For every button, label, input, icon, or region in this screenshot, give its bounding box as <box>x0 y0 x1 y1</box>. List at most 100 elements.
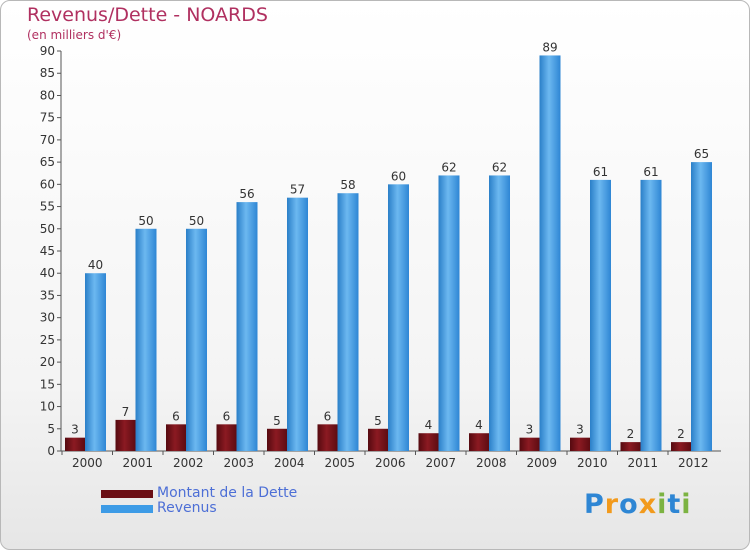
x-tick-label: 2007 <box>425 456 456 470</box>
y-tick-label: 5 <box>47 422 55 436</box>
y-tick-label: 15 <box>40 377 55 391</box>
y-tick-label: 80 <box>40 88 55 102</box>
data-label-dette: 2 <box>677 427 685 441</box>
y-tick-label: 30 <box>40 311 55 325</box>
bar-dette <box>519 437 540 451</box>
data-label-dette: 5 <box>273 414 281 428</box>
bar-dette <box>115 419 136 451</box>
data-label-revenus: 50 <box>189 214 204 228</box>
x-tick-label: 2005 <box>324 456 355 470</box>
y-tick-label: 35 <box>40 288 55 302</box>
y-tick-label: 0 <box>47 444 55 458</box>
x-tick-label: 2011 <box>627 456 658 470</box>
x-tick-label: 2012 <box>678 456 709 470</box>
data-label-dette: 4 <box>425 418 433 432</box>
x-tick-label: 2003 <box>223 456 254 470</box>
data-label-revenus: 61 <box>643 165 658 179</box>
logo-letter: x <box>638 489 658 520</box>
bar-revenus <box>236 202 258 451</box>
data-label-dette: 6 <box>324 409 332 423</box>
data-label-revenus: 57 <box>290 183 305 197</box>
chart-title: Revenus/Dette - NOARDS <box>27 4 268 26</box>
bar-dette <box>418 433 439 451</box>
bar-revenus <box>186 228 207 451</box>
bar-revenus <box>135 228 157 451</box>
logo-letter: t <box>667 489 682 520</box>
bar-dette <box>671 442 691 451</box>
x-tick-label: 2001 <box>122 456 153 470</box>
bar-revenus <box>388 184 409 452</box>
x-tick-label: 2000 <box>72 456 103 470</box>
y-tick-label: 10 <box>40 400 55 414</box>
legend-label-dette: Montant de la Dette <box>157 485 298 501</box>
bar-revenus <box>438 175 460 451</box>
data-label-dette: 2 <box>627 427 635 441</box>
bar-revenus <box>85 273 106 451</box>
bar-dette <box>620 442 641 451</box>
data-label-dette: 6 <box>223 409 231 423</box>
bar-dette <box>267 428 287 451</box>
y-tick-label: 70 <box>40 133 55 147</box>
data-label-revenus: 65 <box>694 147 709 161</box>
data-label-revenus: 50 <box>138 214 153 228</box>
y-tick-label: 40 <box>40 266 55 280</box>
data-label-revenus: 56 <box>239 187 254 201</box>
x-tick-label: 2008 <box>476 456 507 470</box>
legend-swatch-dette <box>101 490 153 498</box>
proxiti-logo: Proxiti <box>584 489 692 520</box>
data-label-dette: 4 <box>475 418 483 432</box>
data-label-revenus: 62 <box>492 160 507 174</box>
logo-letter: i <box>657 489 668 520</box>
data-label-dette: 5 <box>374 414 382 428</box>
data-label-revenus: 62 <box>441 160 456 174</box>
bar-revenus <box>337 193 359 451</box>
data-label-revenus: 58 <box>340 178 355 192</box>
bar-dette <box>570 437 590 451</box>
bar-dette <box>317 424 338 451</box>
logo-letter: i <box>681 489 692 520</box>
y-tick-label: 90 <box>40 44 55 58</box>
legend-swatch-revenus <box>101 505 153 513</box>
data-label-dette: 3 <box>576 423 584 437</box>
bar-revenus <box>539 55 561 451</box>
bar-dette <box>166 424 186 451</box>
data-label-revenus: 60 <box>391 169 406 183</box>
bar-revenus <box>489 175 510 451</box>
y-tick-label: 20 <box>40 355 55 369</box>
y-tick-label: 25 <box>40 333 55 347</box>
bar-revenus <box>287 197 308 451</box>
bar-dette <box>469 433 489 451</box>
y-tick-label: 60 <box>40 177 55 191</box>
x-tick-label: 2004 <box>274 456 305 470</box>
y-tick-label: 45 <box>40 244 55 258</box>
bar-dette <box>216 424 237 451</box>
bar-revenus <box>640 179 662 451</box>
x-tick-label: 2009 <box>526 456 557 470</box>
y-tick-label: 55 <box>40 200 55 214</box>
bar-dette <box>368 428 388 451</box>
legend-label-revenus: Revenus <box>157 500 217 516</box>
data-label-dette: 3 <box>71 423 79 437</box>
y-tick-label: 65 <box>40 155 55 169</box>
data-label-dette: 6 <box>172 409 180 423</box>
data-label-revenus: 40 <box>88 258 103 272</box>
chart-subtitle: (en milliers d'€) <box>27 28 122 42</box>
y-tick-label: 85 <box>40 66 55 80</box>
x-tick-label: 2010 <box>577 456 608 470</box>
y-tick-label: 50 <box>40 222 55 236</box>
data-label-dette: 7 <box>122 405 130 419</box>
data-label-revenus: 89 <box>542 40 557 54</box>
x-tick-label: 2006 <box>375 456 406 470</box>
logo-letter: P <box>584 489 605 520</box>
bar-revenus <box>691 162 712 451</box>
data-label-dette: 3 <box>526 423 534 437</box>
x-tick-label: 2002 <box>173 456 204 470</box>
bar-revenus <box>590 179 611 451</box>
logo-letter: r <box>604 489 620 520</box>
logo-letter: o <box>619 489 639 520</box>
y-tick-label: 75 <box>40 111 55 125</box>
data-label-revenus: 61 <box>593 165 608 179</box>
bar-dette <box>65 437 85 451</box>
